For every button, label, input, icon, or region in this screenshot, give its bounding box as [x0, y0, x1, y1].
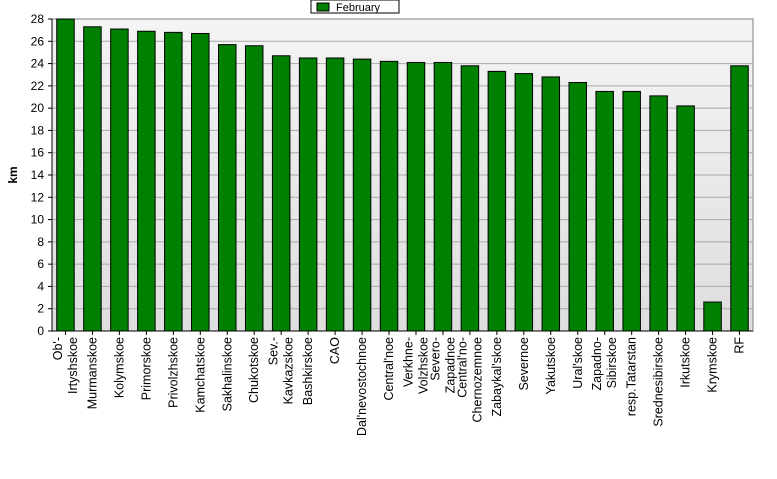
y-tick-label: 10: [31, 213, 45, 227]
bar: [218, 44, 237, 332]
category-label: Zapadnoe: [443, 337, 457, 393]
category-label: Ob'-: [51, 337, 65, 360]
category-label: Severnoe: [517, 337, 531, 391]
category-label: Bashkirskoe: [301, 337, 315, 405]
category-label: Verkhne-: [401, 337, 415, 387]
category-label: Srednesibirskoe: [652, 337, 666, 427]
x-axis-tick-labels: Ob'- Irtyshskoe Murmanskoe Kolymskoe Primors…: [51, 331, 747, 436]
bar: [379, 60, 399, 332]
bar: [649, 95, 668, 332]
category-label: Yakutskoe: [544, 337, 558, 394]
y-tick-label: 8: [37, 235, 44, 249]
bar: [568, 82, 587, 332]
category-label: RF: [733, 337, 747, 354]
bar: [514, 73, 534, 332]
category-label: Irtyshskoe: [66, 337, 80, 394]
y-tick-label: 18: [31, 123, 45, 137]
y-tick-label: 24: [31, 57, 45, 71]
category-label: Kamchatskoe: [193, 337, 207, 413]
bar: [325, 57, 345, 332]
y-tick-label: 4: [37, 279, 44, 293]
category-label: Ural'skoe: [571, 337, 585, 389]
bar: [406, 61, 426, 332]
legend: February: [310, 0, 400, 14]
category-label: Sev.-: [267, 337, 281, 365]
legend-box: [310, 0, 400, 14]
bars: [56, 18, 749, 332]
category-label: CAO: [328, 337, 342, 364]
y-tick-label: 20: [31, 101, 45, 115]
category-label: Chukotskoe: [247, 337, 261, 403]
category-label: Privolzhskoe: [166, 337, 180, 408]
category-label: Murmanskoe: [85, 337, 99, 409]
bar: [244, 45, 264, 332]
bar: [191, 32, 210, 332]
y-tick-label: 28: [31, 12, 45, 26]
bar: [298, 57, 318, 332]
y-tick-label: 6: [37, 257, 44, 271]
bar: [271, 55, 291, 332]
category-label: Primorskoe: [139, 337, 153, 400]
category-label: Severo-: [428, 337, 442, 381]
y-tick-label: 2: [37, 302, 44, 316]
category-label: Volzhskoe: [416, 337, 430, 394]
category-label: Central'no-: [455, 337, 469, 398]
bar: [352, 58, 372, 332]
category-label: Sibirskoe: [605, 337, 619, 388]
y-tick-label: 22: [31, 79, 45, 93]
bar: [110, 28, 129, 332]
bar: [541, 76, 561, 332]
category-label: Krymskoe: [706, 337, 720, 393]
y-axis-title: km: [6, 166, 20, 183]
y-tick-label: 14: [31, 168, 45, 182]
category-label: Kolymskoe: [112, 337, 126, 398]
bar: [56, 18, 75, 332]
category-label: Irkutskoe: [679, 337, 693, 388]
y-tick-label: 16: [31, 146, 45, 160]
category-label: Zapadno-: [590, 337, 604, 391]
bar: [433, 61, 453, 332]
category-label: Central'noe: [382, 337, 396, 401]
bar: [676, 105, 695, 332]
category-label: Sakhalinskoe: [220, 337, 234, 411]
legend-swatch: [316, 2, 330, 12]
bar: [622, 90, 641, 332]
category-label: Kavkazskoe: [282, 337, 296, 404]
legend-label: February: [336, 2, 381, 14]
y-tick-label: 26: [31, 34, 45, 48]
bar: [703, 301, 722, 332]
category-label: Chernozemnoe: [470, 337, 484, 423]
bar: [730, 65, 749, 332]
bar: [487, 70, 507, 332]
category-label: resp.Tatarstan: [625, 337, 639, 416]
category-label: Dal'nevostochnoe: [355, 337, 369, 436]
bar: [595, 90, 614, 332]
y-tick-label: 0: [37, 324, 44, 338]
category-label: Zabaykal'skoe: [490, 337, 504, 417]
bar: [164, 31, 183, 332]
bar: [460, 65, 480, 332]
bar: [83, 26, 102, 332]
bar: [137, 30, 156, 332]
y-tick-label: 12: [31, 190, 45, 204]
